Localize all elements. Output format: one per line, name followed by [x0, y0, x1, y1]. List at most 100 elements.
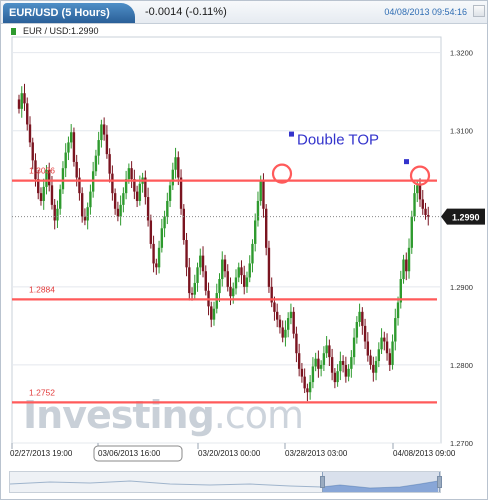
- candle-up: [232, 288, 235, 297]
- candle-down: [418, 185, 422, 200]
- candle-up: [319, 364, 323, 369]
- legend-swatch-icon: [11, 28, 16, 35]
- candle-down: [37, 179, 40, 194]
- candle-down: [149, 220, 153, 244]
- plot-area: [11, 36, 442, 444]
- watermark-domain: .com: [213, 393, 304, 437]
- x-tick-label: 03/20/2013 00:00: [198, 449, 261, 458]
- candle-up: [336, 371, 339, 383]
- candle-down: [201, 255, 205, 272]
- y-tick-label: 1.2800: [450, 361, 473, 370]
- series-legend: EUR / USD:1.2990: [11, 26, 99, 36]
- level-label: 1.2752: [29, 387, 55, 397]
- candle-up: [138, 183, 142, 201]
- candle-down: [300, 368, 304, 377]
- candle-down: [421, 199, 424, 209]
- candlestick-chart[interactable]: 1.3200 1.3100 1.2900 1.2800 1.2700 02/27/2013…: [1, 1, 487, 471]
- candle-down: [330, 357, 334, 373]
- y-tick-label: 1.3100: [450, 127, 473, 136]
- candle-down: [229, 286, 232, 297]
- navigator-left-handle[interactable]: [320, 476, 325, 488]
- legend-label: EUR / USD:1.2990: [23, 26, 99, 36]
- candle-up: [193, 282, 196, 295]
- candle-down: [369, 355, 372, 365]
- candle-down: [344, 364, 348, 377]
- candle-up: [377, 349, 381, 362]
- candle-up: [45, 169, 48, 187]
- candle-up: [212, 308, 216, 320]
- candle-up: [215, 293, 218, 309]
- candle-up: [245, 277, 249, 287]
- candle-down: [113, 193, 117, 209]
- candle-up: [259, 181, 262, 201]
- candle-up: [396, 302, 400, 319]
- level-label: 1.2884: [29, 284, 55, 294]
- candle-down: [267, 247, 271, 287]
- candle-down: [210, 306, 213, 320]
- instrument-tab[interactable]: EUR/USD (5 Hours): [3, 3, 135, 23]
- candle-up: [89, 191, 92, 208]
- investing-watermark-logo: Investing.com: [23, 393, 304, 437]
- candle-down: [204, 271, 207, 291]
- candle-up: [394, 318, 397, 342]
- candle-up: [251, 243, 254, 264]
- candle-down: [177, 157, 180, 178]
- candle-up: [256, 200, 260, 221]
- candle-up: [407, 247, 411, 272]
- navigator-overview: [10, 480, 439, 492]
- candle-down: [75, 161, 78, 178]
- candle-down: [48, 169, 51, 186]
- annotation-dot: [404, 159, 409, 165]
- candle-down: [78, 177, 81, 194]
- candle-up: [124, 179, 128, 194]
- last-price-tag: [441, 208, 485, 225]
- candle-up: [391, 341, 394, 365]
- candle-up: [325, 345, 328, 354]
- candle-down: [424, 208, 427, 216]
- candle-up: [127, 168, 131, 180]
- candle-down: [273, 302, 276, 312]
- window-button[interactable]: [473, 5, 485, 17]
- candle-down: [144, 177, 147, 198]
- navigator-right-handle[interactable]: [437, 476, 442, 488]
- candle-down: [50, 185, 54, 205]
- candle-up: [355, 321, 359, 338]
- candle-up: [168, 185, 172, 201]
- candle-up: [174, 157, 177, 170]
- x-tick-label: 04/08/2013 09:00: [393, 449, 456, 458]
- candle-up: [218, 279, 221, 294]
- candle-down: [39, 193, 43, 201]
- candle-down: [223, 259, 227, 272]
- candle-down: [317, 358, 320, 369]
- candle-down: [17, 99, 21, 109]
- candle-up: [42, 186, 45, 201]
- candle-up: [163, 216, 166, 229]
- candle-up: [61, 168, 65, 190]
- candle-down: [188, 267, 191, 294]
- candle-down: [240, 267, 243, 276]
- candle-down: [363, 325, 367, 342]
- y-tick-label: 1.2900: [450, 283, 473, 292]
- navigator-window[interactable]: [320, 472, 442, 492]
- candle-down: [130, 168, 133, 180]
- candle-up: [358, 311, 361, 322]
- candle-down: [292, 311, 295, 334]
- candle-up: [97, 140, 100, 156]
- candle-down: [372, 364, 375, 373]
- x-tick-label: 02/27/2013 19:00: [10, 449, 73, 458]
- candle-down: [388, 353, 391, 365]
- candle-down: [265, 208, 268, 248]
- candle-up: [289, 311, 293, 319]
- y-tick-label: 1.3200: [450, 49, 473, 58]
- candle-up: [234, 277, 238, 289]
- candle-down: [26, 103, 29, 125]
- candle-up: [314, 358, 317, 367]
- time-navigator[interactable]: [9, 471, 442, 493]
- candle-down: [405, 259, 408, 272]
- chart-header: EUR/USD (5 Hours) -0.0014 (-0.11%) 04/08…: [1, 1, 487, 24]
- watermark-brand: Investing: [23, 393, 215, 437]
- candle-up: [286, 318, 290, 330]
- candle-up: [119, 204, 122, 217]
- x-tick-label: 03/28/2013 03:00: [285, 449, 348, 458]
